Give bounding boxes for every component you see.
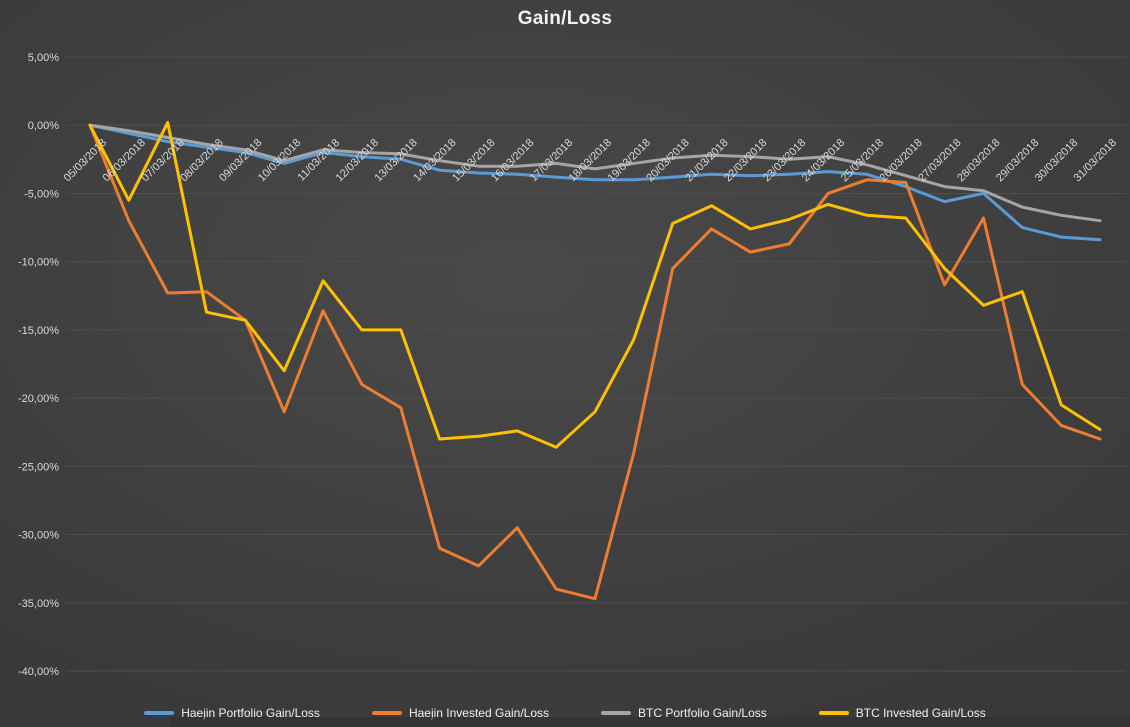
legend-item-0[interactable]: Haejin Portfolio Gain/Loss — [144, 706, 320, 720]
legend-item-3[interactable]: BTC Invested Gain/Loss — [818, 706, 986, 720]
y-axis-label: 0,00% — [28, 120, 59, 132]
bottom-strip — [170, 717, 1130, 727]
chart-legend: Haejin Portfolio Gain/Loss Haejin Investe… — [0, 706, 1130, 720]
y-axis-label: -40,00% — [18, 666, 59, 678]
y-axis-label: -30,00% — [18, 530, 59, 542]
y-axis-label: -5,00% — [24, 188, 59, 200]
chart-title: Gain/Loss — [517, 8, 613, 29]
y-axis-label: -10,00% — [18, 257, 59, 269]
y-axis-label: 5,00% — [28, 52, 59, 64]
legend-line-swatch — [371, 711, 402, 715]
legend-item-2[interactable]: BTC Portfolio Gain/Loss — [601, 706, 767, 720]
legend-line-swatch — [144, 711, 175, 715]
legend-line-swatch — [818, 711, 849, 715]
y-axis-label: -20,00% — [18, 393, 59, 405]
series-line-1[interactable] — [88, 123, 1102, 601]
series-line-3[interactable] — [88, 121, 1102, 449]
y-axis-label: -25,00% — [18, 461, 59, 473]
legend-label: BTC Portfolio Gain/Loss — [638, 706, 767, 720]
series-line-0[interactable] — [88, 123, 1102, 242]
legend-label: BTC Invested Gain/Loss — [855, 706, 986, 720]
series-line-2[interactable] — [88, 123, 1102, 223]
legend-label: Haejin Invested Gain/Loss — [408, 706, 550, 720]
y-axis-label: -35,00% — [18, 598, 59, 610]
legend-item-1[interactable]: Haejin Invested Gain/Loss — [371, 706, 550, 720]
legend-line-swatch — [601, 711, 632, 715]
legend-label: Haejin Portfolio Gain/Loss — [181, 706, 320, 720]
y-axis-label: -15,00% — [18, 325, 59, 337]
